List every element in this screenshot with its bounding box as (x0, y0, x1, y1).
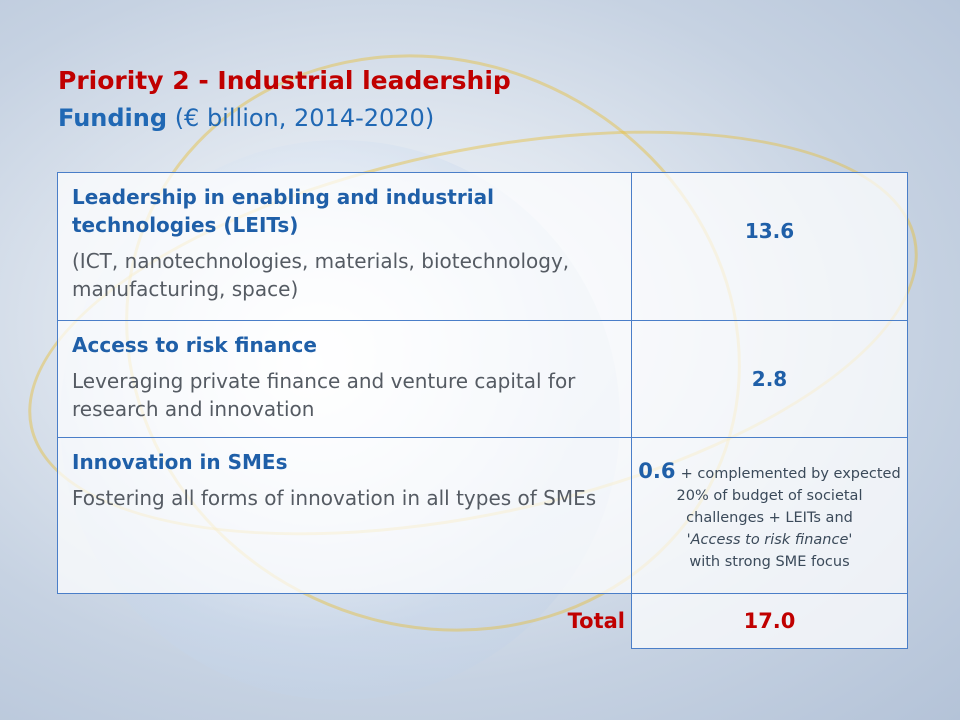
cell: Leadership in enabling and industrial te… (57, 172, 632, 321)
row-description: (ICT, nanotechnologies, materials, biote… (72, 249, 570, 301)
cell: 13.6 (631, 172, 908, 321)
total-value: 17.0 (631, 593, 908, 649)
total-label: Total (57, 593, 632, 649)
row-description: Leveraging private finance and venture c… (72, 369, 576, 421)
cell: 2.8 (631, 320, 908, 438)
funding-table: Leadership in enabling and industrial te… (57, 172, 908, 649)
subtitle-bold: Funding (58, 104, 168, 132)
cell: 0.6 + complemented by expected 20% of bu… (631, 437, 908, 594)
row-heading: Innovation in SMEs (72, 450, 288, 474)
amount-note: + complemented by expected 20% of budget… (676, 465, 901, 526)
amount-note-italic: 'Access to risk finance' (686, 531, 853, 548)
row-description: Fostering all forms of innovation in all… (72, 486, 597, 510)
amount: 13.6 (744, 219, 795, 243)
row-heading: Access to risk finance (72, 333, 317, 357)
total-row: Total 17.0 (57, 593, 908, 649)
title: Priority 2 - Industrial leadership (58, 66, 511, 95)
subtitle-rest: (€ billion, 2014-2020) (174, 104, 435, 132)
cell: Innovation in SMEs Fostering all forms o… (57, 437, 632, 594)
row: Innovation in SMEs Fostering all forms o… (57, 437, 908, 594)
cell: Access to risk finance Leveraging privat… (57, 320, 632, 438)
row-heading: Leadership in enabling and industrial te… (72, 185, 494, 237)
row: Leadership in enabling and industrial te… (57, 172, 908, 321)
amount: 0.6 (638, 458, 676, 483)
subtitle: Funding (€ billion, 2014-2020) (58, 104, 434, 132)
row: Access to risk finance Leveraging privat… (57, 320, 908, 438)
amount: 2.8 (751, 367, 788, 391)
amount-note-end: with strong SME focus (689, 553, 850, 570)
